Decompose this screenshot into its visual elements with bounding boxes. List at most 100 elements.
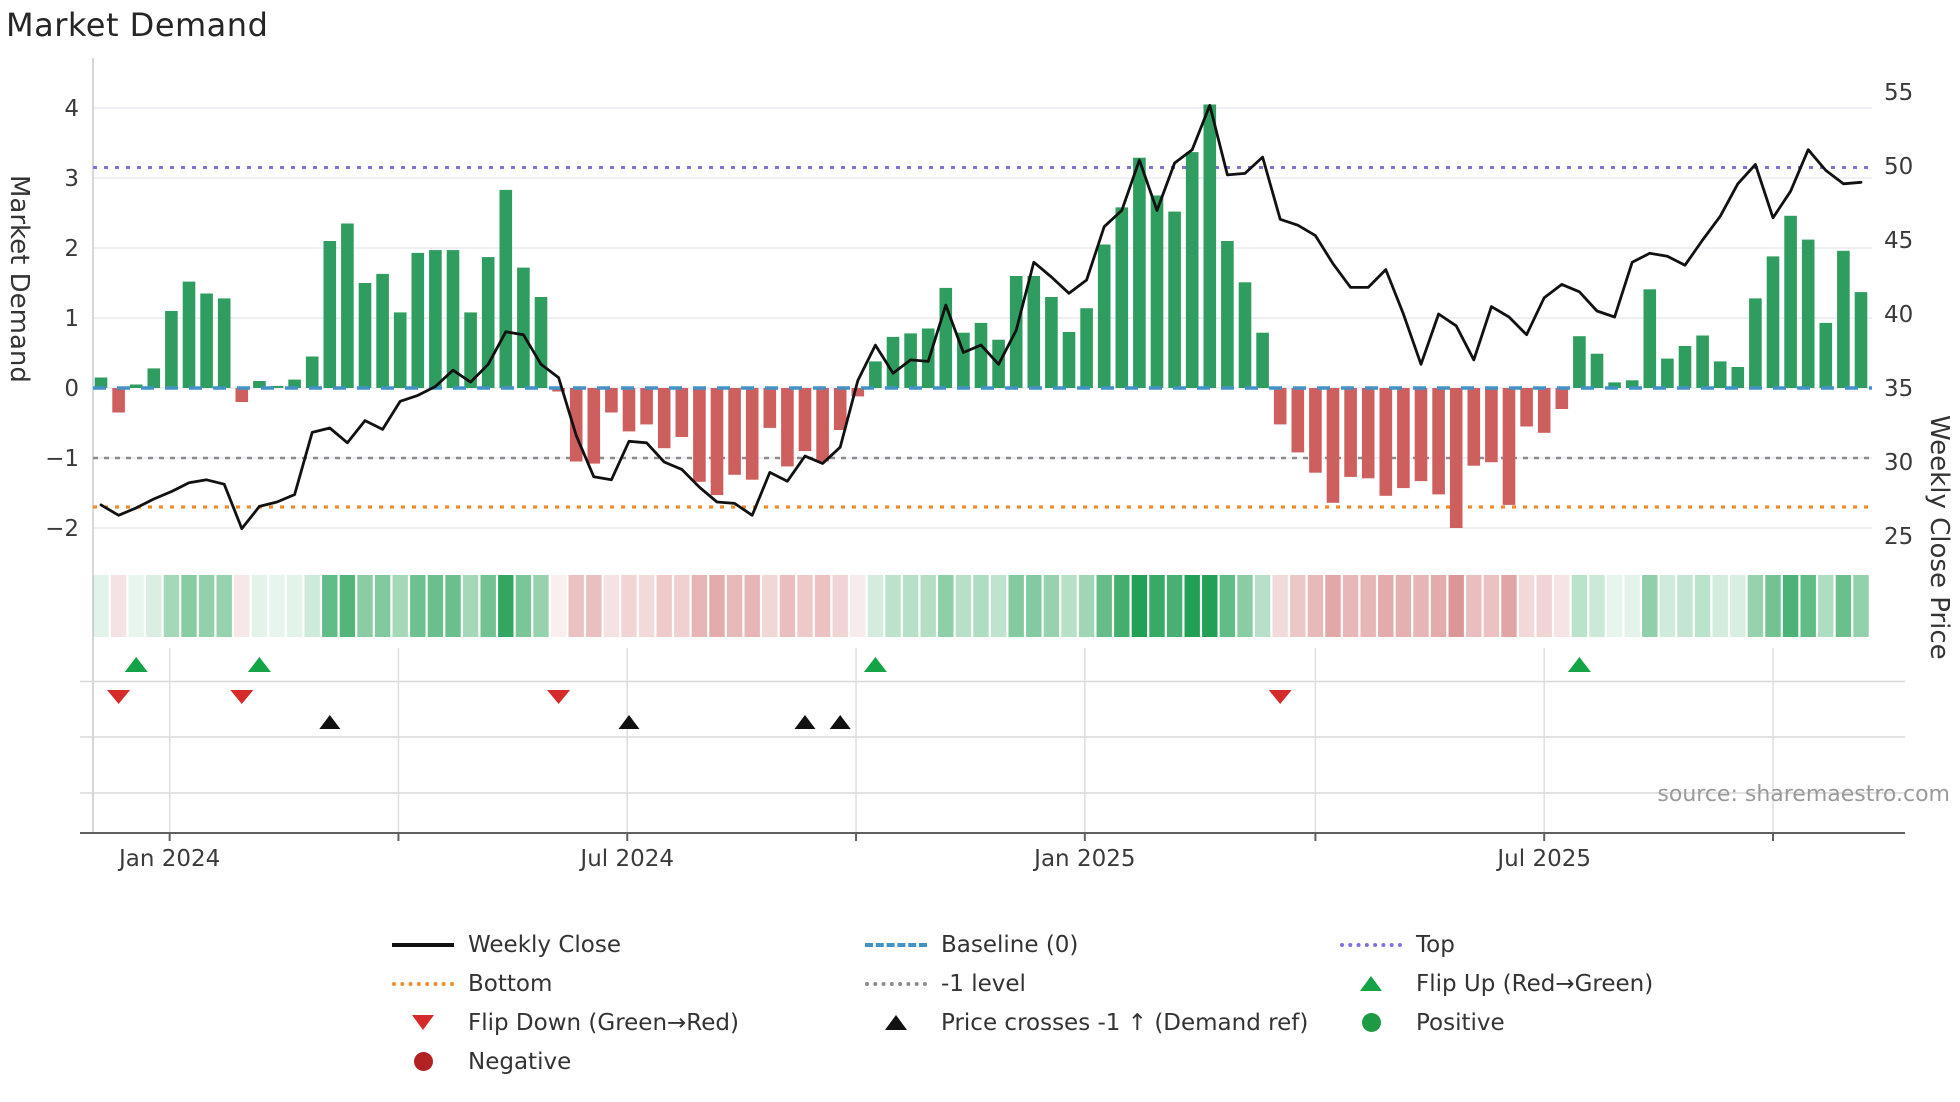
demand-bar — [200, 293, 213, 388]
heatmap-cell — [1835, 575, 1852, 637]
demand-bar — [94, 377, 108, 388]
heatmap-cell — [550, 575, 567, 637]
heatmap-cell — [674, 575, 690, 637]
x-tick-label: Jan 2025 — [1032, 846, 1135, 872]
demand-bar — [1027, 276, 1041, 388]
legend-label: Top — [1416, 931, 1455, 958]
demand-bar — [534, 297, 548, 388]
demand-bar — [798, 388, 812, 451]
heatmap-cell — [1448, 575, 1464, 637]
demand-bar — [165, 311, 178, 388]
heatmap-cell — [1254, 575, 1271, 637]
heatmap-cell — [269, 575, 285, 637]
flip-down-marker — [1268, 690, 1292, 704]
demand-bar — [1273, 388, 1287, 425]
flip-down-marker — [107, 690, 131, 704]
demand-bar — [1432, 388, 1445, 495]
heatmap-cell — [709, 575, 725, 637]
page-title: Market Demand — [6, 6, 269, 44]
legend-swatch — [392, 1052, 454, 1071]
demand-bar — [305, 356, 319, 388]
legend-item: Flip Down (Green→Red) — [392, 1003, 739, 1042]
demand-bar — [1731, 367, 1745, 388]
heatmap-cell — [586, 575, 602, 637]
heatmap-cell — [938, 575, 954, 637]
heatmap-cell — [128, 575, 144, 637]
price-cross-marker — [794, 715, 816, 729]
flip-up-marker — [1567, 657, 1591, 672]
demand-bar — [1643, 289, 1657, 388]
heatmap-cell — [797, 575, 813, 637]
demand-bar — [341, 223, 354, 388]
y-left-tick-label: 2 — [64, 236, 79, 262]
demand-bar — [1361, 388, 1375, 479]
y-right-tick-label: 50 — [1884, 154, 1913, 180]
heatmap-cell — [1554, 575, 1570, 637]
y-right-tick-label: 35 — [1884, 376, 1913, 402]
demand-bar — [622, 388, 636, 432]
demand-bar — [851, 388, 865, 397]
demand-bar — [1238, 282, 1252, 388]
heatmap-cell — [462, 575, 479, 637]
heatmap-cell — [251, 575, 268, 637]
heatmap-cell — [885, 575, 901, 637]
legend-swatch — [1340, 1013, 1402, 1032]
heatmap-cell — [1184, 575, 1200, 637]
demand-bar — [411, 252, 425, 388]
demand-bar — [1696, 335, 1709, 388]
demand-bar — [587, 388, 601, 464]
demand-bar — [1854, 292, 1868, 388]
heatmap-cell — [1747, 575, 1764, 637]
demand-bar — [1309, 388, 1322, 473]
heatmap-cell — [1413, 575, 1429, 637]
demand-bar — [939, 287, 953, 388]
demand-bar — [464, 312, 477, 388]
demand-bar — [1502, 388, 1516, 505]
heatmap-cell — [427, 575, 444, 637]
demand-bar — [1062, 332, 1076, 388]
demand-bar — [1256, 332, 1269, 388]
legend-label: Price crosses -1 ↑ (Demand ref) — [941, 1009, 1309, 1036]
heatmap-cell — [498, 575, 514, 637]
y-left-tick-label: −2 — [45, 516, 79, 542]
heatmap-cell — [1712, 575, 1728, 637]
demand-bar — [235, 388, 249, 402]
heatmap-cell — [339, 575, 356, 637]
legend-label: Positive — [1416, 1009, 1505, 1036]
legend-swatch — [392, 1015, 454, 1030]
heatmap-cell — [515, 575, 532, 637]
demand-bar — [1749, 298, 1762, 388]
heatmap-cell — [814, 575, 831, 637]
weekly-close-line-swatch — [392, 942, 454, 947]
flip-up-marker — [863, 657, 887, 672]
demand-bar — [1784, 215, 1797, 388]
demand-bar — [1520, 388, 1533, 427]
flip-up-marker — [247, 657, 271, 672]
y-right-tick-label: 45 — [1884, 228, 1913, 254]
demand-bar — [1397, 388, 1410, 489]
demand-bar — [1661, 358, 1674, 388]
demand-bar — [1449, 388, 1463, 528]
heatmap-cell — [973, 575, 989, 637]
legend-swatch — [1340, 976, 1402, 991]
heatmap-cell — [1571, 575, 1588, 637]
heatmap-cell — [1219, 575, 1236, 637]
heatmap-cell — [304, 575, 320, 637]
legend-label: Flip Down (Green→Red) — [468, 1009, 739, 1036]
heatmap-cell — [1483, 575, 1500, 637]
legend-label: Baseline (0) — [941, 931, 1079, 958]
heatmap-cell — [1606, 575, 1623, 637]
heatmap-cell — [1818, 575, 1834, 637]
legend-item: Baseline (0) — [865, 925, 1308, 964]
flip-down-marker — [547, 690, 571, 704]
heatmap-cell — [1730, 575, 1746, 637]
demand-bar — [270, 385, 284, 388]
heatmap-cell — [93, 575, 109, 637]
demand-bar — [446, 250, 460, 388]
positive-icon — [1361, 1013, 1381, 1032]
heatmap-cell — [445, 575, 461, 637]
x-tick-label: Jan 2024 — [117, 846, 220, 872]
heatmap-cell — [621, 575, 637, 637]
demand-bar — [1573, 336, 1586, 388]
flip-down-icon — [412, 1015, 434, 1030]
